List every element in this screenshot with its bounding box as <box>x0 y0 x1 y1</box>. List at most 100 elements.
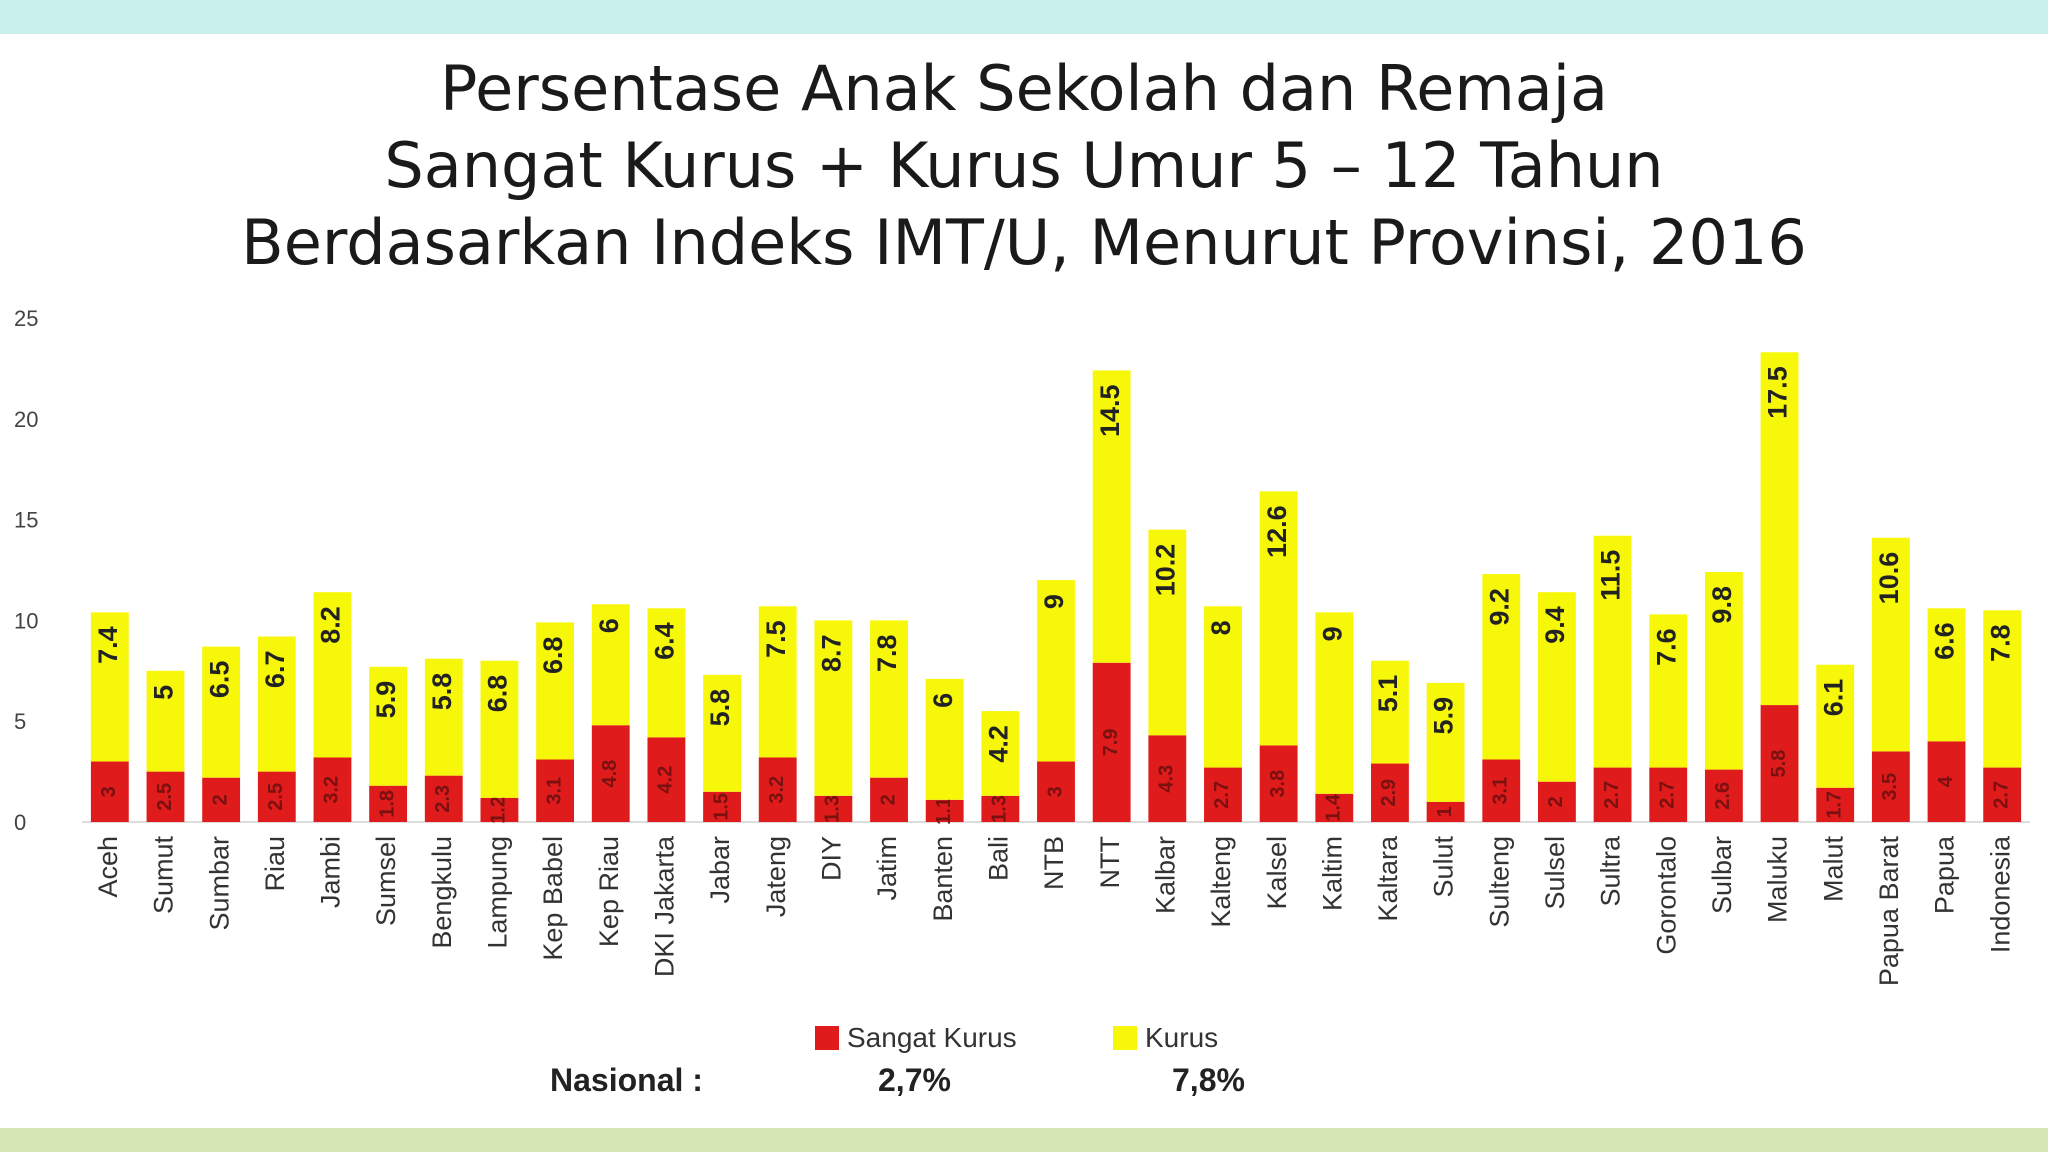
data-label-sangat-kurus: 3 <box>1044 786 1066 797</box>
bar-sangat-kurus-segment <box>981 795 1020 822</box>
bar-sangat-kurus-segment <box>313 757 352 822</box>
data-label-sangat-kurus: 4.3 <box>1156 765 1178 793</box>
data-label-kurus: 8.2 <box>316 606 346 644</box>
data-label-kurus: 6.7 <box>260 651 290 689</box>
bar-sangat-kurus-segment <box>591 725 630 822</box>
bar-kurus-segment <box>591 604 630 726</box>
data-label-kurus: 7.8 <box>1985 624 2015 662</box>
nasional-sangat-kurus-value: 2,7% <box>878 1062 951 1098</box>
legend: Sangat Kurus Kurus <box>0 1022 2048 1062</box>
data-label-kurus: 9 <box>1039 594 1069 609</box>
data-label-sangat-kurus: 3.8 <box>1267 770 1289 798</box>
data-label-sangat-kurus: 1.4 <box>1323 793 1345 822</box>
y-tick-label: 20 <box>14 407 38 432</box>
bar-kurus-segment <box>1148 529 1187 736</box>
data-label-kurus: 6.4 <box>650 622 680 660</box>
category-label: Sulteng <box>1484 836 1514 928</box>
bar-sangat-kurus-segment <box>1092 662 1131 822</box>
legend-swatch-sangat-kurus <box>815 1026 839 1050</box>
category-label: Sulsel <box>1540 836 1570 910</box>
bar-sangat-kurus-segment <box>1927 741 1966 822</box>
data-label-kurus: 6.1 <box>1818 679 1848 717</box>
bar-kurus-segment <box>313 592 352 758</box>
data-label-kurus: 7.8 <box>872 634 902 672</box>
data-label-sangat-kurus: 2 <box>209 794 231 805</box>
bar-kurus-segment <box>1204 606 1242 768</box>
bar-kurus-segment <box>202 646 241 778</box>
data-label-kurus: 7.6 <box>1651 628 1681 666</box>
data-label-kurus: 6.8 <box>483 675 513 713</box>
data-label-kurus: 8 <box>1206 620 1236 635</box>
category-label: Aceh <box>93 836 123 898</box>
bar-sangat-kurus-segment <box>758 757 797 822</box>
bar-sangat-kurus-segment <box>647 737 686 822</box>
y-tick-label: 15 <box>14 508 38 533</box>
bar-sangat-kurus-segment <box>1204 767 1242 822</box>
bar-sangat-kurus-segment <box>1315 793 1354 822</box>
data-label-sangat-kurus: 2.7 <box>1211 781 1233 809</box>
bar-sangat-kurus-segment <box>703 791 741 822</box>
category-label: Indonesia <box>1985 835 2015 953</box>
bar-kurus-segment <box>1092 370 1131 663</box>
category-label: Sumbar <box>204 836 234 931</box>
bar-sangat-kurus-segment <box>424 775 463 822</box>
data-label-kurus: 10.2 <box>1150 544 1180 597</box>
bar-kurus-segment <box>925 678 964 800</box>
bar-kurus-segment <box>814 620 853 796</box>
bar-kurus-segment <box>1537 592 1576 782</box>
bar-sangat-kurus-segment <box>1371 763 1409 822</box>
bar-sangat-kurus-segment <box>257 771 296 822</box>
bar-sangat-kurus-segment <box>1482 759 1521 822</box>
data-label-kurus: 4.2 <box>983 725 1013 763</box>
data-label-sangat-kurus: 2.3 <box>432 785 454 813</box>
data-label-kurus: 12.6 <box>1262 505 1292 558</box>
data-label-sangat-kurus: 3.1 <box>543 777 565 805</box>
top-band <box>0 0 2048 34</box>
bar-sangat-kurus-segment <box>1037 761 1075 822</box>
y-tick-label: 5 <box>14 709 26 734</box>
category-label: Sulbar <box>1707 836 1737 914</box>
bar-sangat-kurus-segment <box>925 799 964 822</box>
data-label-sangat-kurus: 7.9 <box>1100 728 1122 756</box>
stacked-bar-chart: 0 5 10 15 20 25 3 7.4 Aceh 2.5 5 Sumut 2 6.5 Sumbar 2.5… <box>14 306 2030 987</box>
data-label-sangat-kurus: 1.2 <box>488 796 510 824</box>
category-label: Sulut <box>1429 836 1459 898</box>
data-label-kurus: 7.5 <box>761 620 791 658</box>
nasional-kurus-value: 7,8% <box>1172 1062 1245 1098</box>
bar-kurus-segment <box>1037 580 1075 762</box>
category-label: NTT <box>1095 836 1125 888</box>
category-label: Malut <box>1818 836 1848 903</box>
data-label-sangat-kurus: 1.3 <box>989 795 1011 823</box>
bar-kurus-segment <box>257 636 296 772</box>
data-label-sangat-kurus: 2.7 <box>1601 781 1623 809</box>
bar-kurus-segment <box>536 622 575 760</box>
data-label-kurus: 6 <box>594 618 624 633</box>
title-line-3: Berdasarkan Indeks IMT/U, Menurut Provin… <box>241 206 1807 279</box>
category-label: Papua <box>1930 835 1960 914</box>
data-label-kurus: 5.9 <box>1429 697 1459 735</box>
category-label: Kaltara <box>1373 835 1403 922</box>
bar-kurus-segment <box>480 660 519 798</box>
bar-kurus-segment <box>146 670 185 772</box>
data-label-sangat-kurus: 3.5 <box>1879 773 1901 801</box>
bar-kurus-segment <box>1315 612 1354 794</box>
data-label-kurus: 9.4 <box>1540 606 1570 644</box>
bar-kurus-segment <box>1259 491 1298 746</box>
data-label-kurus: 5.8 <box>427 673 457 711</box>
bar-sangat-kurus-segment <box>90 761 129 822</box>
bar-kurus-segment <box>981 711 1020 796</box>
bar-kurus-segment <box>1649 614 1688 768</box>
data-label-sangat-kurus: 3.2 <box>321 776 343 804</box>
data-label-sangat-kurus: 1.5 <box>710 793 732 821</box>
bar-sangat-kurus-segment <box>1259 745 1298 822</box>
legend-swatch-kurus <box>1113 1026 1137 1050</box>
legend-item-kurus: Kurus <box>1113 1022 1218 1054</box>
category-label: NTB <box>1039 836 1069 890</box>
category-label: Kalbar <box>1150 836 1180 914</box>
bar-sangat-kurus-segment <box>1983 767 2022 822</box>
data-label-sangat-kurus: 1.3 <box>822 795 844 823</box>
category-label: Papua Barat <box>1874 836 1904 987</box>
data-label-sangat-kurus: 2 <box>877 794 899 805</box>
bar-sangat-kurus-segment <box>1649 767 1688 822</box>
bar-sangat-kurus-segment <box>480 797 519 822</box>
